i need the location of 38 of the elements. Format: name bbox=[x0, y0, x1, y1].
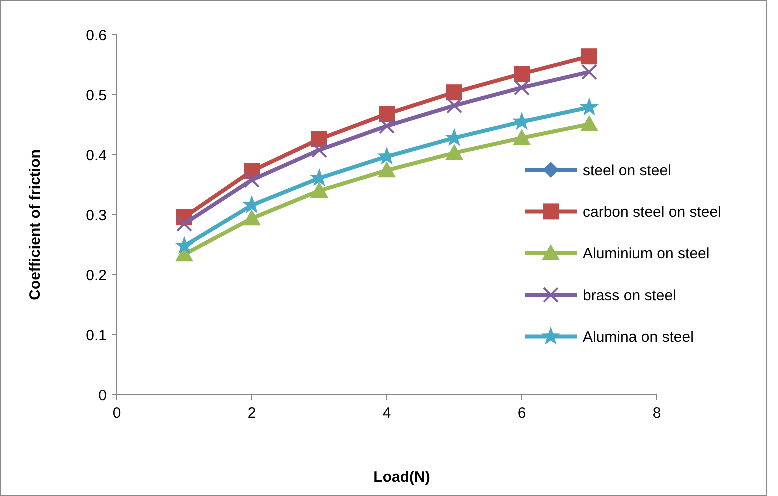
y-tick-label: 0.1 bbox=[86, 327, 107, 344]
y-tick-label: 0.4 bbox=[86, 147, 107, 164]
point bbox=[312, 142, 328, 158]
legend-label: Alumina on steel bbox=[583, 329, 694, 346]
point bbox=[513, 129, 531, 146]
point bbox=[379, 118, 395, 134]
x-tick-label: 4 bbox=[382, 405, 392, 422]
point bbox=[378, 162, 396, 178]
point bbox=[244, 172, 260, 188]
y-tick-label: 0 bbox=[98, 387, 107, 404]
y-tick-label: 0.6 bbox=[86, 27, 107, 44]
point bbox=[446, 98, 462, 114]
x-tick-label: 8 bbox=[652, 405, 662, 422]
point bbox=[174, 236, 194, 254]
point bbox=[310, 182, 328, 198]
point bbox=[379, 106, 395, 122]
x-axis-title: Load(N) bbox=[374, 469, 430, 486]
point bbox=[176, 216, 192, 232]
y-tick-label: 0.2 bbox=[86, 267, 107, 284]
y-tick-label: 0.3 bbox=[86, 207, 107, 224]
x-tick-label: 0 bbox=[112, 405, 122, 422]
legend-label: Aluminium on steel bbox=[583, 246, 710, 263]
point bbox=[582, 64, 598, 80]
point bbox=[580, 115, 598, 132]
y-axis-title: Coefficient of friction bbox=[27, 150, 44, 300]
point bbox=[514, 80, 530, 96]
point bbox=[446, 84, 462, 101]
point bbox=[243, 210, 261, 226]
y-tick-label: 0.5 bbox=[86, 87, 107, 104]
legend-label: steel on steel bbox=[583, 162, 672, 180]
point bbox=[580, 98, 600, 116]
point bbox=[582, 48, 598, 65]
point bbox=[446, 144, 464, 160]
x-tick-label: 2 bbox=[248, 405, 256, 422]
legend-label: carbon steel on steel bbox=[583, 204, 722, 221]
x-tick-label: 6 bbox=[518, 405, 526, 422]
legend-label: brass on steel bbox=[583, 287, 676, 304]
point bbox=[514, 66, 530, 82]
